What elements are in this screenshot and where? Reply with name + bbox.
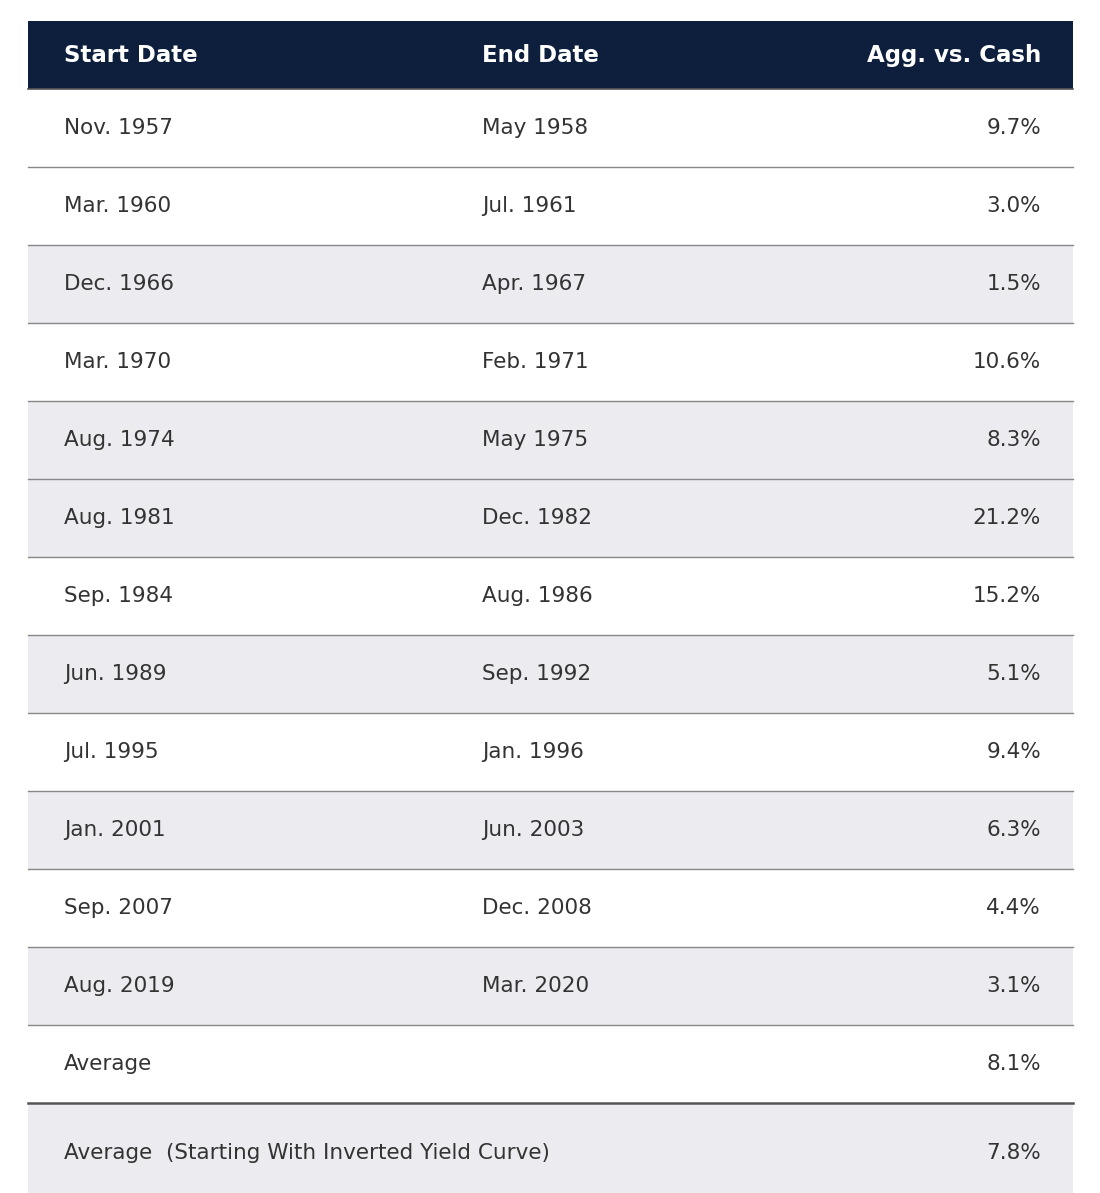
Text: 3.1%: 3.1%: [987, 977, 1042, 996]
Text: Jul. 1961: Jul. 1961: [482, 197, 576, 216]
Text: Jun. 2003: Jun. 2003: [482, 821, 584, 841]
Text: Mar. 1960: Mar. 1960: [64, 197, 172, 216]
Text: Nov. 1957: Nov. 1957: [64, 118, 173, 138]
Bar: [28, 89, 1072, 167]
Bar: [28, 21, 1072, 89]
Bar: [28, 947, 1072, 1026]
Bar: [28, 323, 1072, 402]
Bar: [28, 713, 1072, 791]
Text: May 1975: May 1975: [482, 431, 588, 451]
Text: Jan. 2001: Jan. 2001: [64, 821, 166, 841]
Text: 5.1%: 5.1%: [987, 665, 1042, 685]
Text: Aug. 1986: Aug. 1986: [482, 587, 593, 606]
Text: Mar. 1970: Mar. 1970: [64, 352, 172, 372]
Text: Sep. 1992: Sep. 1992: [482, 665, 591, 685]
Bar: [28, 1026, 1072, 1104]
Text: 9.7%: 9.7%: [987, 118, 1042, 138]
Bar: [28, 557, 1072, 636]
Text: Sep. 1984: Sep. 1984: [64, 587, 173, 606]
Text: Aug. 1974: Aug. 1974: [64, 431, 175, 451]
Text: Aug. 1981: Aug. 1981: [64, 508, 175, 528]
Text: Sep. 2007: Sep. 2007: [64, 898, 173, 919]
Bar: [28, 480, 1072, 557]
Text: Jul. 1995: Jul. 1995: [64, 742, 158, 762]
Bar: [28, 870, 1072, 947]
Text: Aug. 2019: Aug. 2019: [64, 977, 175, 996]
Text: Agg. vs. Cash: Agg. vs. Cash: [867, 44, 1042, 67]
Text: 21.2%: 21.2%: [972, 508, 1042, 528]
Text: Dec. 1982: Dec. 1982: [482, 508, 592, 528]
Bar: [28, 246, 1072, 323]
Text: Mar. 2020: Mar. 2020: [482, 977, 590, 996]
Text: 6.3%: 6.3%: [987, 821, 1042, 841]
Text: 7.8%: 7.8%: [987, 1143, 1042, 1163]
Bar: [28, 791, 1072, 870]
Bar: [28, 1104, 1072, 1193]
Text: 9.4%: 9.4%: [987, 742, 1042, 762]
Bar: [28, 167, 1072, 246]
Text: Jun. 1989: Jun. 1989: [64, 665, 166, 685]
Text: 3.0%: 3.0%: [987, 197, 1042, 216]
Bar: [28, 402, 1072, 480]
Text: 1.5%: 1.5%: [987, 274, 1042, 295]
Text: 8.1%: 8.1%: [987, 1055, 1042, 1075]
Text: End Date: End Date: [482, 44, 600, 67]
Text: Feb. 1971: Feb. 1971: [482, 352, 588, 372]
Text: Average  (Starting With Inverted Yield Curve): Average (Starting With Inverted Yield Cu…: [64, 1143, 550, 1163]
Text: Jan. 1996: Jan. 1996: [482, 742, 584, 762]
Text: 15.2%: 15.2%: [972, 587, 1042, 606]
Text: 4.4%: 4.4%: [987, 898, 1042, 919]
Text: Average: Average: [64, 1055, 152, 1075]
Text: Apr. 1967: Apr. 1967: [482, 274, 586, 295]
Text: May 1958: May 1958: [482, 118, 588, 138]
Text: Start Date: Start Date: [64, 44, 198, 67]
Text: Dec. 2008: Dec. 2008: [482, 898, 592, 919]
Text: Dec. 1966: Dec. 1966: [64, 274, 174, 295]
Text: 10.6%: 10.6%: [972, 352, 1042, 372]
Bar: [28, 636, 1072, 713]
Text: 8.3%: 8.3%: [987, 431, 1042, 451]
